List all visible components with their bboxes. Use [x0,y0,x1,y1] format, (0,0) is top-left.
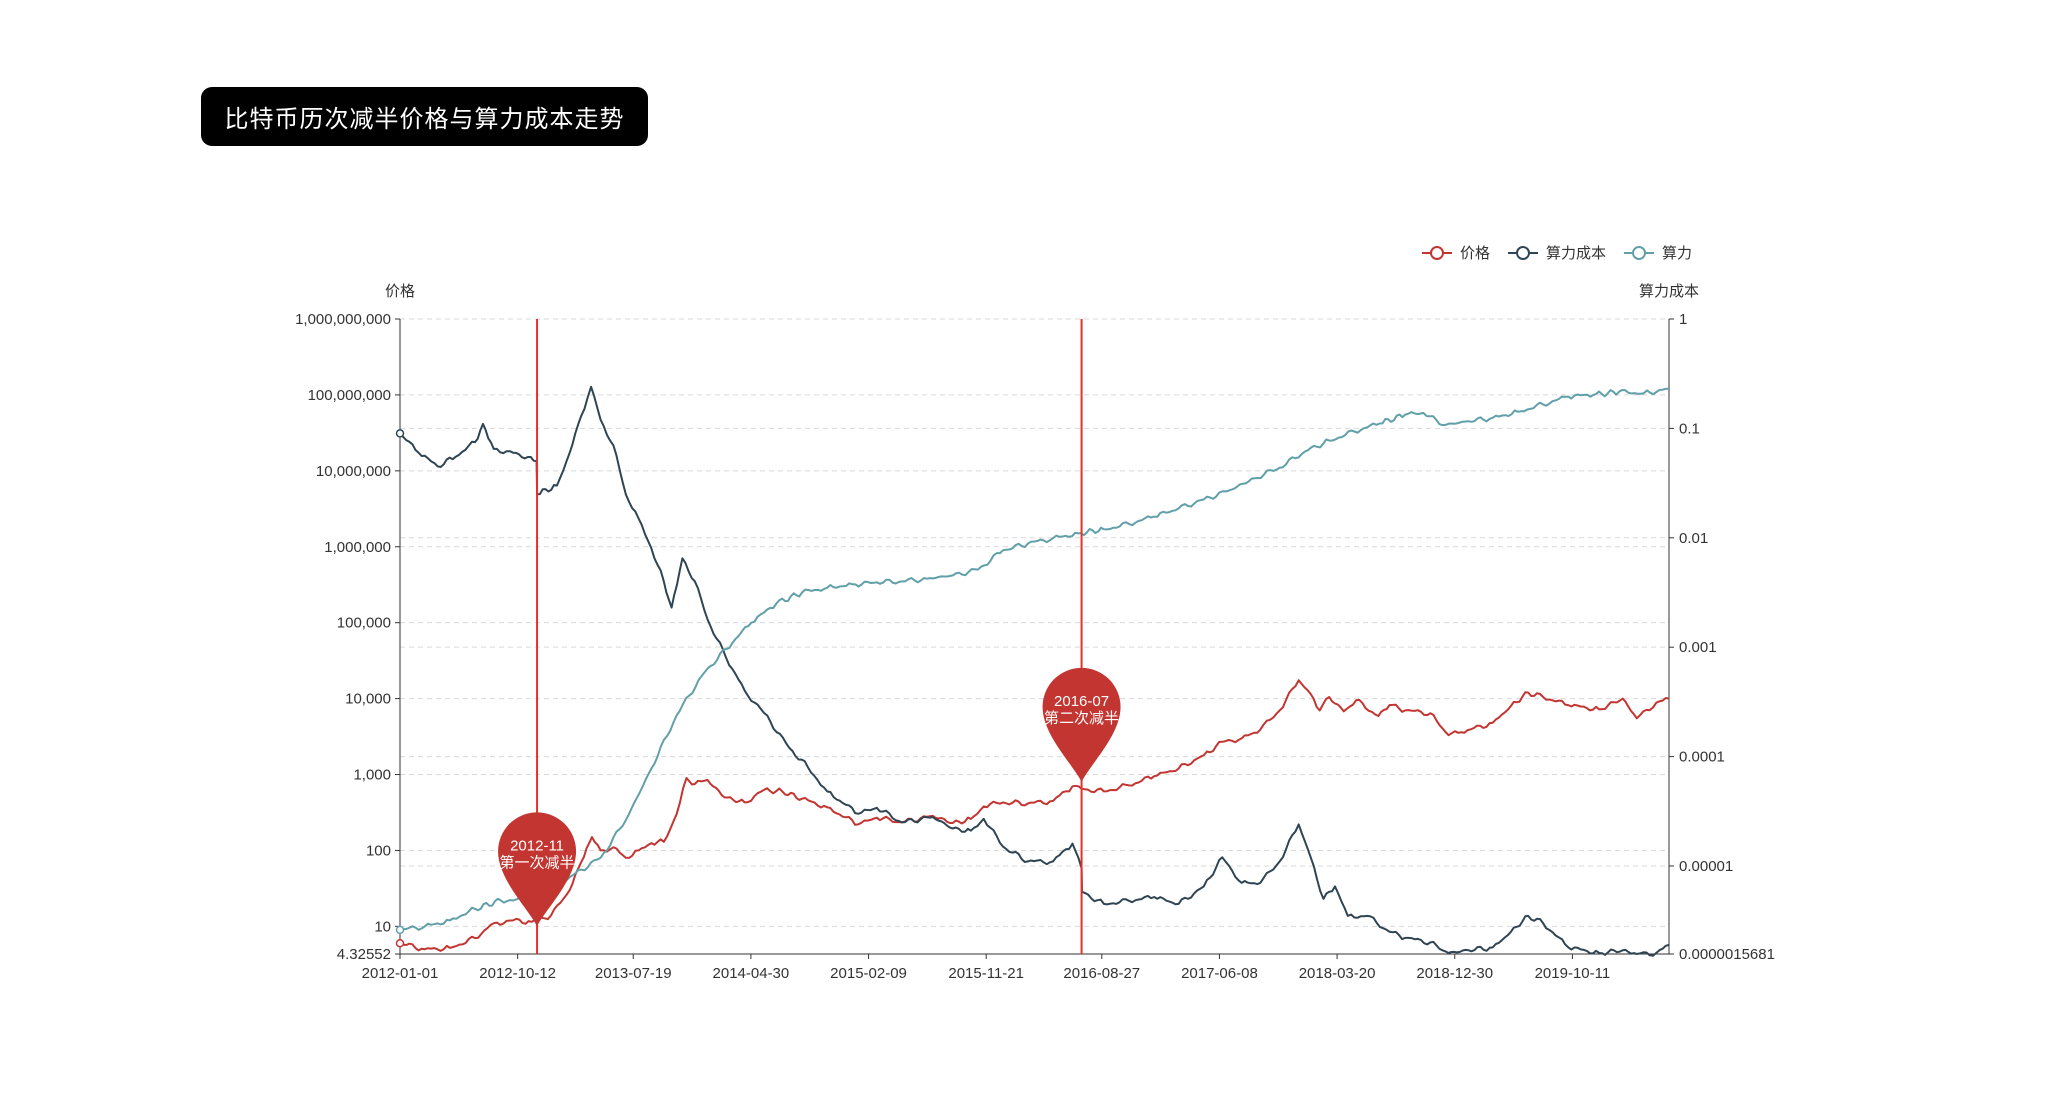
legend-circle-icon [1516,246,1530,260]
y-left-tick-label: 1,000,000,000 [295,311,391,328]
y-left-tick-label: 100,000 [337,615,391,632]
series-lines [395,385,1670,957]
series-start-point [395,925,405,935]
legend-item-hashrate[interactable]: 算力 [1624,244,1692,262]
pin-shape [498,812,577,927]
axes: 1,000,000,000 100,000,000 10,000,000 1,000,… [295,282,1775,982]
x-tick-label: 2013-07-19 [595,965,672,982]
series-line-cost [399,385,1670,957]
x-tick-label: 2016-08-27 [1063,965,1140,982]
y-left-tick-label: 10,000,000 [316,463,391,480]
y-right-axis-name: 算力成本 [1639,282,1699,300]
legend-circle-icon [1632,246,1646,260]
series-line-hashrate [399,387,1670,931]
y-left-tick-label: 4.32552 [337,946,391,963]
y-right-tick-label: 0.1 [1679,420,1700,437]
x-tick-label: 2018-03-20 [1299,965,1376,982]
x-tick-label: 2019-10-11 [1535,965,1611,982]
x-tick-label: 2015-02-09 [830,965,907,982]
pin-text-label: 第一次减半 [500,853,575,871]
series-start-point [395,938,405,948]
legend-circle-icon [1430,246,1444,260]
x-tick-label: 2015-11-21 [948,965,1024,982]
y-left-tick-label: 100,000,000 [308,387,391,404]
y-left-axis-name: 价格 [385,282,415,300]
pin-date-label: 2012-11 [510,837,564,854]
y-left-tick-label: 10 [374,918,391,935]
legend-item-cost[interactable]: 算力成本 [1508,244,1606,262]
y-left-tick-label: 10,000 [345,691,391,708]
y-right-tick-label: 0.0000015681 [1679,946,1775,963]
legend-label: 价格 [1460,244,1490,262]
y-left-tick-label: 1,000,000 [324,539,391,556]
legend-item-price[interactable]: 价格 [1422,244,1490,262]
y-left-tick-label: 1,000 [353,767,391,784]
legend-label: 算力 [1662,244,1692,262]
series-line-price [399,679,1670,952]
pin-text-label: 第二次减半 [1044,709,1119,727]
legend-label: 算力成本 [1546,244,1606,262]
x-tick-label: 2014-04-30 [713,965,790,982]
y-left-tick-label: 100 [366,842,391,859]
series-start-point [395,429,405,438]
chart-title: 比特币历次减半价格与算力成本走势 [201,87,648,146]
y-right-tick-label: 0.00001 [1679,858,1733,875]
y-right-tick-label: 1 [1679,311,1687,328]
y-right-tick-label: 0.01 [1679,530,1708,547]
y-right-tick-label: 0.001 [1679,639,1717,656]
grid-lines [400,318,1669,955]
pin-shape [1042,667,1121,782]
x-tick-label: 2018-12-30 [1416,965,1493,982]
x-tick-label: 2012-01-01 [362,965,439,982]
x-tick-label: 2012-10-12 [479,965,556,982]
pin-date-label: 2016-07 [1054,693,1109,710]
y-right-tick-label: 0.0001 [1679,749,1725,766]
legend[interactable]: 价格 算力成本 算力 [1422,244,1692,262]
x-tick-label: 2017-06-08 [1181,965,1258,982]
